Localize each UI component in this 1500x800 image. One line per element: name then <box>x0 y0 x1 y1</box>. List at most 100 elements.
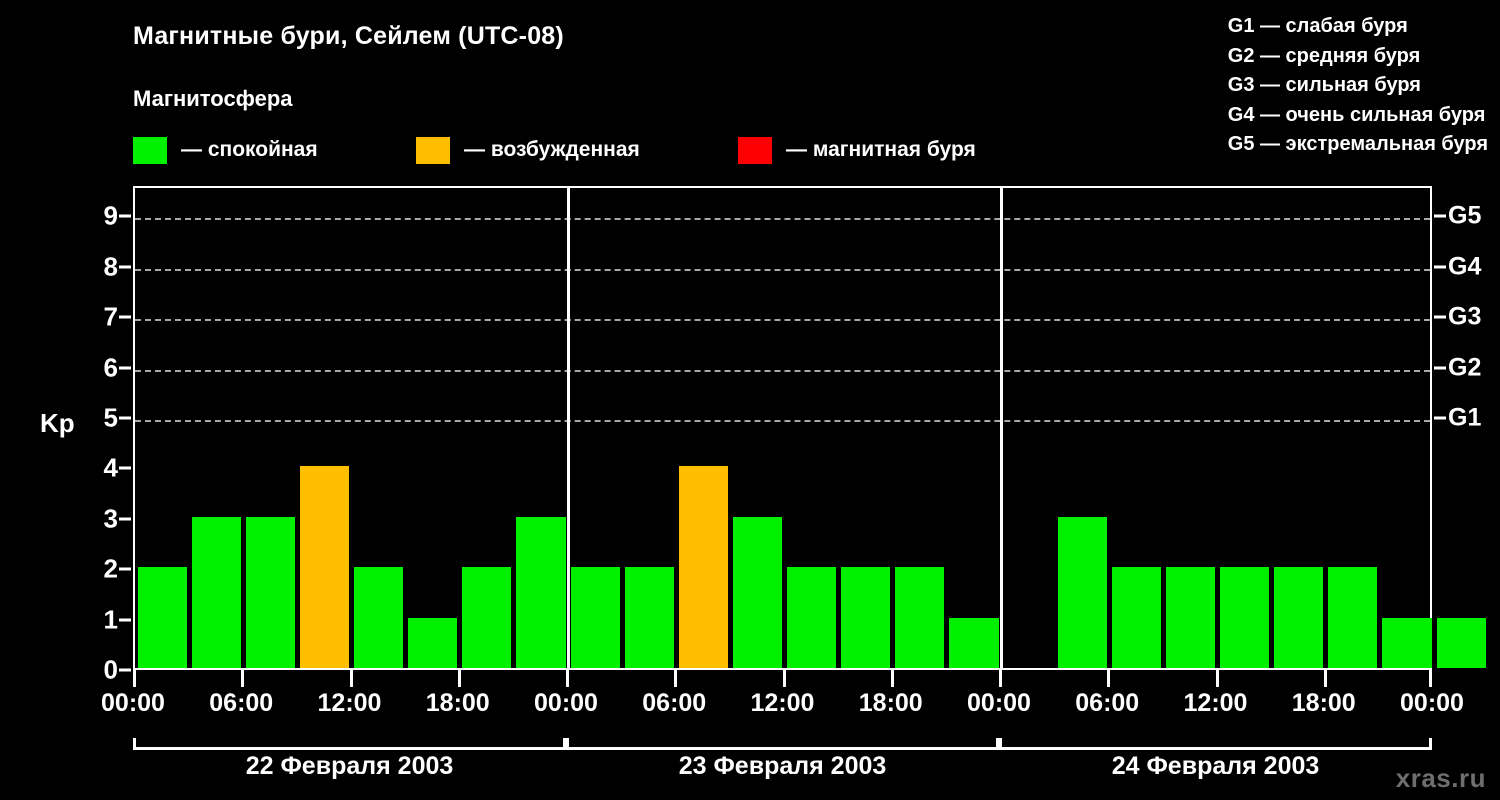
watermark: xras.ru <box>1395 763 1486 793</box>
g-axis: G1 G2 G3 G4 G5 <box>1448 186 1500 670</box>
g-axis-tick <box>1434 315 1446 319</box>
x-axis-tick <box>1429 670 1432 687</box>
bar <box>949 617 999 668</box>
y-axis-tick-label: 0 <box>103 654 118 685</box>
x-axis-tick-label: 00:00 <box>534 689 598 717</box>
y-axis: 0 1 2 3 4 5 6 7 8 9 <box>60 186 118 685</box>
g-axis-tick-label: G4 <box>1448 252 1482 281</box>
y-axis-label: Kp <box>40 408 75 438</box>
y-axis-tick <box>119 416 131 420</box>
g-axis-tick-label: G5 <box>1448 201 1482 230</box>
g-axis-tick-label: G1 <box>1448 403 1482 432</box>
orange-square-icon <box>416 136 450 164</box>
g-scale-key-row: G2 — средняя буря <box>1227 44 1421 67</box>
y-axis-tick-label: 9 <box>103 200 118 231</box>
bar <box>732 516 782 668</box>
bar <box>408 617 458 668</box>
x-axis-tick-label: 18:00 <box>858 689 923 717</box>
y-axis-tick-label: 5 <box>103 402 118 433</box>
day-label: 23 Февраля 2003 <box>678 752 887 780</box>
x-axis-tick <box>890 670 894 687</box>
y-axis-tick <box>119 668 131 672</box>
day-brackets: 22 Февраля 2003 23 Февраля 2003 24 Февраля… <box>133 738 1432 794</box>
x-axis-tick-label: 12:00 <box>317 689 382 717</box>
x-axis-tick <box>1323 670 1327 687</box>
bar <box>137 567 187 668</box>
day-bracket <box>999 738 1432 750</box>
x-axis-tick-label: 12:00 <box>1183 689 1248 717</box>
gridline <box>135 319 1430 322</box>
g-scale-key-row: G3 — сильная буря <box>1227 74 1421 96</box>
y-axis-tick <box>119 366 131 369</box>
x-axis-tick-label: 00:00 <box>1400 689 1464 717</box>
x-axis-tick-label: 00:00 <box>101 689 165 717</box>
bar <box>354 567 404 668</box>
x-axis-tick-label: 18:00 <box>1291 689 1356 717</box>
y-axis-tick-label: 8 <box>103 251 118 282</box>
legend-item: — магнитная буря <box>738 136 976 164</box>
bar <box>462 567 512 668</box>
x-axis-tick <box>1215 670 1219 687</box>
g-scale-key-row: G5 — экстремальная буря <box>1227 133 1488 155</box>
y-axis-tick <box>119 517 131 521</box>
bar <box>678 466 728 668</box>
x-axis-tick-label: 00:00 <box>967 689 1031 717</box>
x-axis-tick <box>133 670 136 687</box>
x-axis: 00:00 06:00 12:00 18:00 00:00 06:00 12:00 18:00… <box>101 670 1464 730</box>
bar <box>299 466 349 668</box>
day-label: 22 Февраля 2003 <box>245 752 454 780</box>
x-axis-tick-label: 18:00 <box>425 689 490 717</box>
x-axis-tick <box>674 670 678 687</box>
x-axis-tick <box>241 670 245 687</box>
y-axis-tick-label: 7 <box>103 301 118 332</box>
bar <box>570 567 620 668</box>
y-axis-tick-label: 4 <box>103 452 118 483</box>
day-bracket <box>133 738 566 750</box>
y-axis-tick-label: 2 <box>103 553 118 584</box>
day-bracket <box>566 738 999 750</box>
g-axis-tick <box>1434 366 1446 369</box>
g-axis-tick-label: G2 <box>1448 353 1482 381</box>
bar <box>1220 567 1270 668</box>
bar <box>841 567 891 668</box>
day-label: 24 Февраля 2003 <box>1111 752 1320 780</box>
y-axis-tick <box>119 466 131 470</box>
g-axis-tick <box>1434 214 1446 218</box>
y-axis-tick <box>119 265 131 269</box>
gridline <box>135 218 1430 221</box>
bar <box>1382 617 1432 668</box>
x-axis-tick <box>999 670 1002 687</box>
bar <box>1165 567 1215 668</box>
x-axis-tick-label: 06:00 <box>1075 689 1140 717</box>
x-axis-tick-label: 06:00 <box>642 689 707 717</box>
x-axis-tick <box>1107 670 1111 687</box>
x-axis-tick <box>566 670 569 687</box>
gridline <box>135 369 1430 372</box>
legend-item-label: — спокойная <box>181 138 318 161</box>
bar <box>624 567 674 668</box>
day-separator <box>999 188 1003 668</box>
y-axis-tick <box>119 214 131 218</box>
bar <box>787 567 837 668</box>
y-axis-tick <box>119 567 131 571</box>
bar <box>1274 567 1324 668</box>
g-axis-tick <box>1434 265 1446 269</box>
x-axis-tick-label: 12:00 <box>750 689 815 717</box>
bar <box>191 516 241 668</box>
legend-item: — спокойная <box>133 136 318 164</box>
x-axis-tick <box>349 670 353 687</box>
legend-item-label: — магнитная буря <box>786 138 976 161</box>
y-axis-tick <box>119 618 131 622</box>
legend-item-label: — возбужденная <box>464 138 640 161</box>
bar <box>245 516 295 668</box>
day-separator <box>566 188 570 668</box>
page-title: Магнитные бури, Сейлем (UTC-08) <box>133 22 564 50</box>
bar <box>516 516 566 668</box>
x-axis-tick <box>782 670 786 687</box>
g-scale-key-row: G1 — слабая буря <box>1227 15 1408 37</box>
g-scale-key: G1 — слабая буря G2 — средняя буря G3 — си… <box>1228 12 1488 160</box>
bar <box>1111 567 1161 668</box>
g-axis-tick-label: G3 <box>1448 302 1482 331</box>
bar <box>1328 567 1378 668</box>
legend-item: — возбужденная <box>416 136 640 164</box>
